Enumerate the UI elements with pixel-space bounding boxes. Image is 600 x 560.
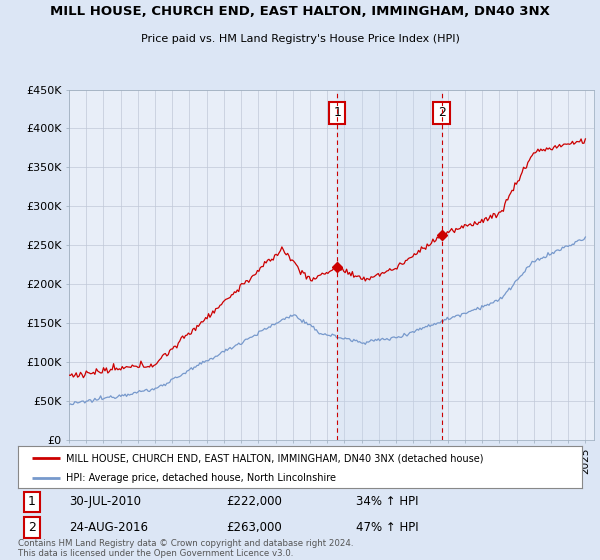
Text: Price paid vs. HM Land Registry's House Price Index (HPI): Price paid vs. HM Land Registry's House …	[140, 34, 460, 44]
Text: 34% ↑ HPI: 34% ↑ HPI	[356, 495, 419, 508]
Text: 2: 2	[438, 106, 446, 119]
Text: 1: 1	[28, 495, 36, 508]
Text: 30-JUL-2010: 30-JUL-2010	[69, 495, 141, 508]
Text: 2: 2	[28, 521, 36, 534]
Text: 47% ↑ HPI: 47% ↑ HPI	[356, 521, 419, 534]
Text: MILL HOUSE, CHURCH END, EAST HALTON, IMMINGHAM, DN40 3NX (detached house): MILL HOUSE, CHURCH END, EAST HALTON, IMM…	[66, 453, 484, 463]
Text: £263,000: £263,000	[227, 521, 283, 534]
Text: 1: 1	[333, 106, 341, 119]
Text: MILL HOUSE, CHURCH END, EAST HALTON, IMMINGHAM, DN40 3NX: MILL HOUSE, CHURCH END, EAST HALTON, IMM…	[50, 6, 550, 18]
Text: Contains HM Land Registry data © Crown copyright and database right 2024.
This d: Contains HM Land Registry data © Crown c…	[18, 539, 353, 558]
Text: 24-AUG-2016: 24-AUG-2016	[69, 521, 148, 534]
Text: HPI: Average price, detached house, North Lincolnshire: HPI: Average price, detached house, Nort…	[66, 473, 336, 483]
Text: £222,000: £222,000	[227, 495, 283, 508]
Bar	[337, 90, 442, 440]
